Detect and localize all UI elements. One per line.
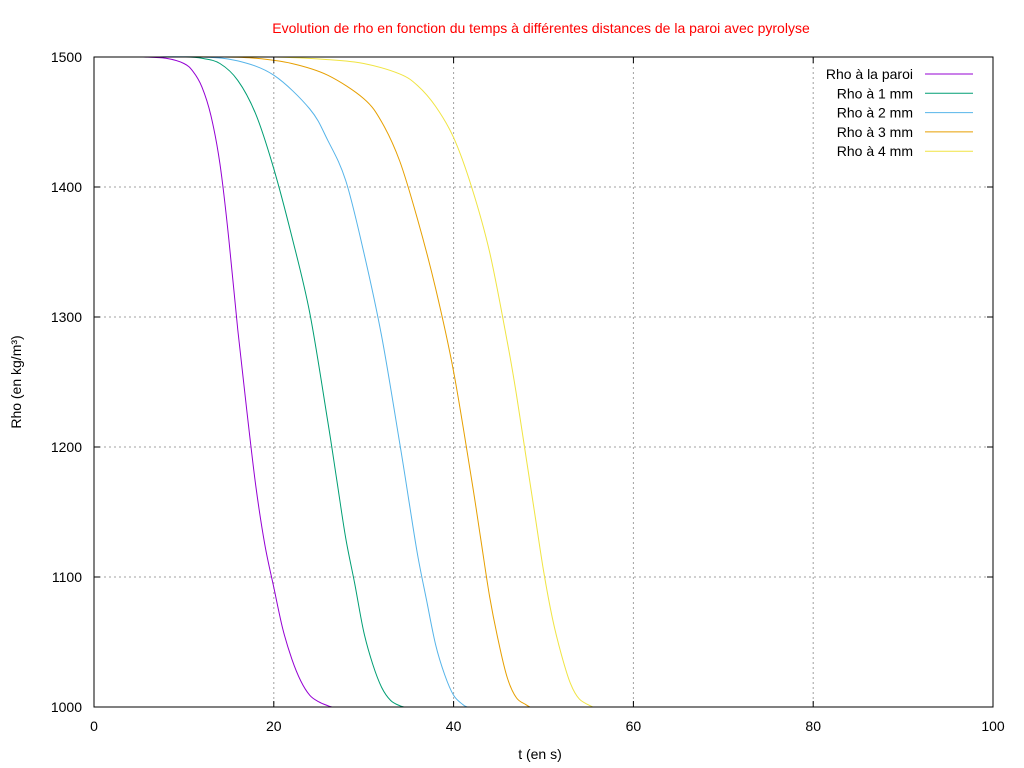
x-tick-label: 100 xyxy=(981,718,1005,734)
legend-label-3: Rho à 2 mm xyxy=(837,105,913,121)
legend-label-4: Rho à 3 mm xyxy=(837,124,913,140)
y-tick-label: 1000 xyxy=(51,699,82,715)
y-tick-label: 1100 xyxy=(52,569,82,585)
axis-tick-labels: 0 20 40 60 80 100 1000 1100 1200 1300 1400 1500 xyxy=(51,49,1005,734)
y-tick-label: 1400 xyxy=(51,179,82,195)
series-line-3 xyxy=(156,56,468,708)
chart-title: Evolution de rho en fonction du temps à … xyxy=(272,20,810,36)
x-tick-label: 80 xyxy=(805,718,821,734)
axis-ticks xyxy=(93,56,994,708)
x-tick-label: 0 xyxy=(90,718,98,734)
series-line-5 xyxy=(201,56,594,708)
series-lines xyxy=(143,56,594,708)
series-line-4 xyxy=(165,56,531,708)
x-tick-label: 20 xyxy=(266,718,282,734)
series-line-2 xyxy=(152,56,405,708)
x-axis-label: t (en s) xyxy=(518,746,562,762)
y-tick-label: 1300 xyxy=(51,309,82,325)
y-axis-label: Rho (en kg/m³) xyxy=(8,335,24,428)
grid xyxy=(94,57,993,707)
x-tick-label: 60 xyxy=(626,718,642,734)
legend-label-1: Rho à la paroi xyxy=(826,66,913,82)
legend-label-5: Rho à 4 mm xyxy=(837,143,913,159)
x-tick-label: 40 xyxy=(446,718,462,734)
y-tick-label: 1500 xyxy=(51,49,82,65)
y-tick-label: 1200 xyxy=(51,439,82,455)
plot-frame xyxy=(93,56,994,708)
series-line-1 xyxy=(143,56,333,708)
legend: Rho à la paroi Rho à 1 mm Rho à 2 mm Rho à … xyxy=(826,66,973,159)
legend-label-2: Rho à 1 mm xyxy=(837,85,913,101)
